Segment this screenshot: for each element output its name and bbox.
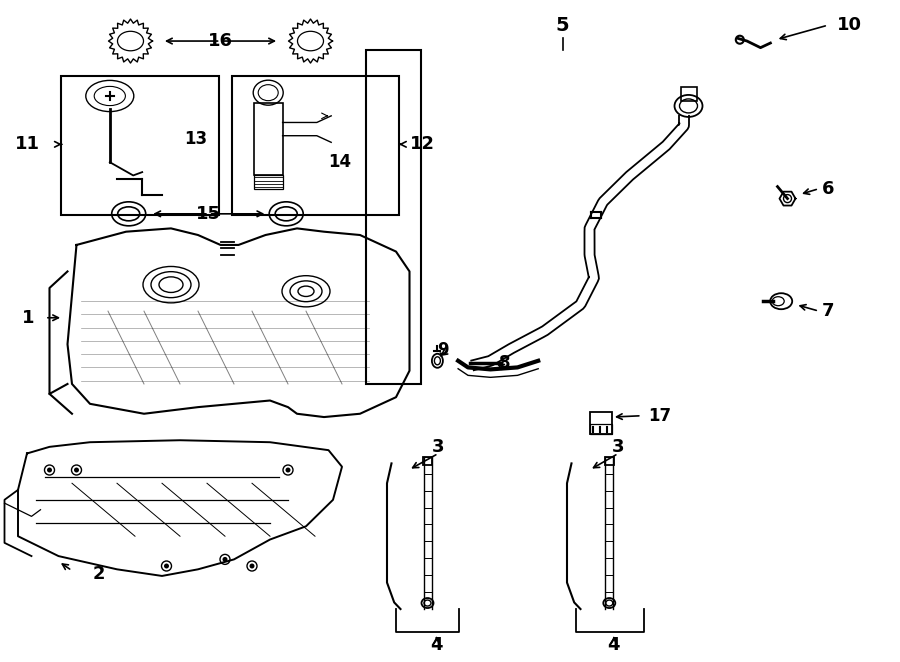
Text: 12: 12	[410, 135, 435, 154]
Text: 15: 15	[196, 205, 221, 223]
Text: 5: 5	[555, 16, 570, 34]
Bar	[254, 175, 283, 189]
Circle shape	[249, 563, 255, 569]
Circle shape	[285, 467, 291, 473]
Text: 4: 4	[608, 636, 620, 655]
Bar	[61, 76, 219, 215]
Bar	[366, 50, 421, 384]
Bar	[423, 457, 432, 465]
Bar	[232, 76, 399, 215]
Bar	[254, 103, 283, 175]
Text: 3: 3	[612, 438, 625, 456]
Text: 7: 7	[822, 302, 834, 320]
Text: 8: 8	[500, 354, 510, 372]
Circle shape	[47, 467, 52, 473]
Text: 9: 9	[437, 340, 448, 359]
Text: 4: 4	[430, 636, 443, 655]
Circle shape	[74, 467, 79, 473]
Circle shape	[222, 557, 228, 562]
Text: 6: 6	[822, 179, 834, 198]
Text: 2: 2	[93, 565, 105, 583]
Text: 3: 3	[432, 438, 445, 456]
Bar	[605, 457, 614, 465]
Text: 11: 11	[14, 135, 40, 154]
Bar	[590, 424, 611, 434]
Text: 17: 17	[648, 406, 671, 425]
Text: 1: 1	[22, 308, 34, 327]
Text: 10: 10	[837, 16, 862, 34]
Bar	[590, 412, 611, 434]
Text: 13: 13	[184, 130, 208, 148]
Bar	[680, 87, 697, 101]
Text: 14: 14	[328, 153, 352, 171]
Text: 16: 16	[208, 32, 233, 50]
Circle shape	[164, 563, 169, 569]
